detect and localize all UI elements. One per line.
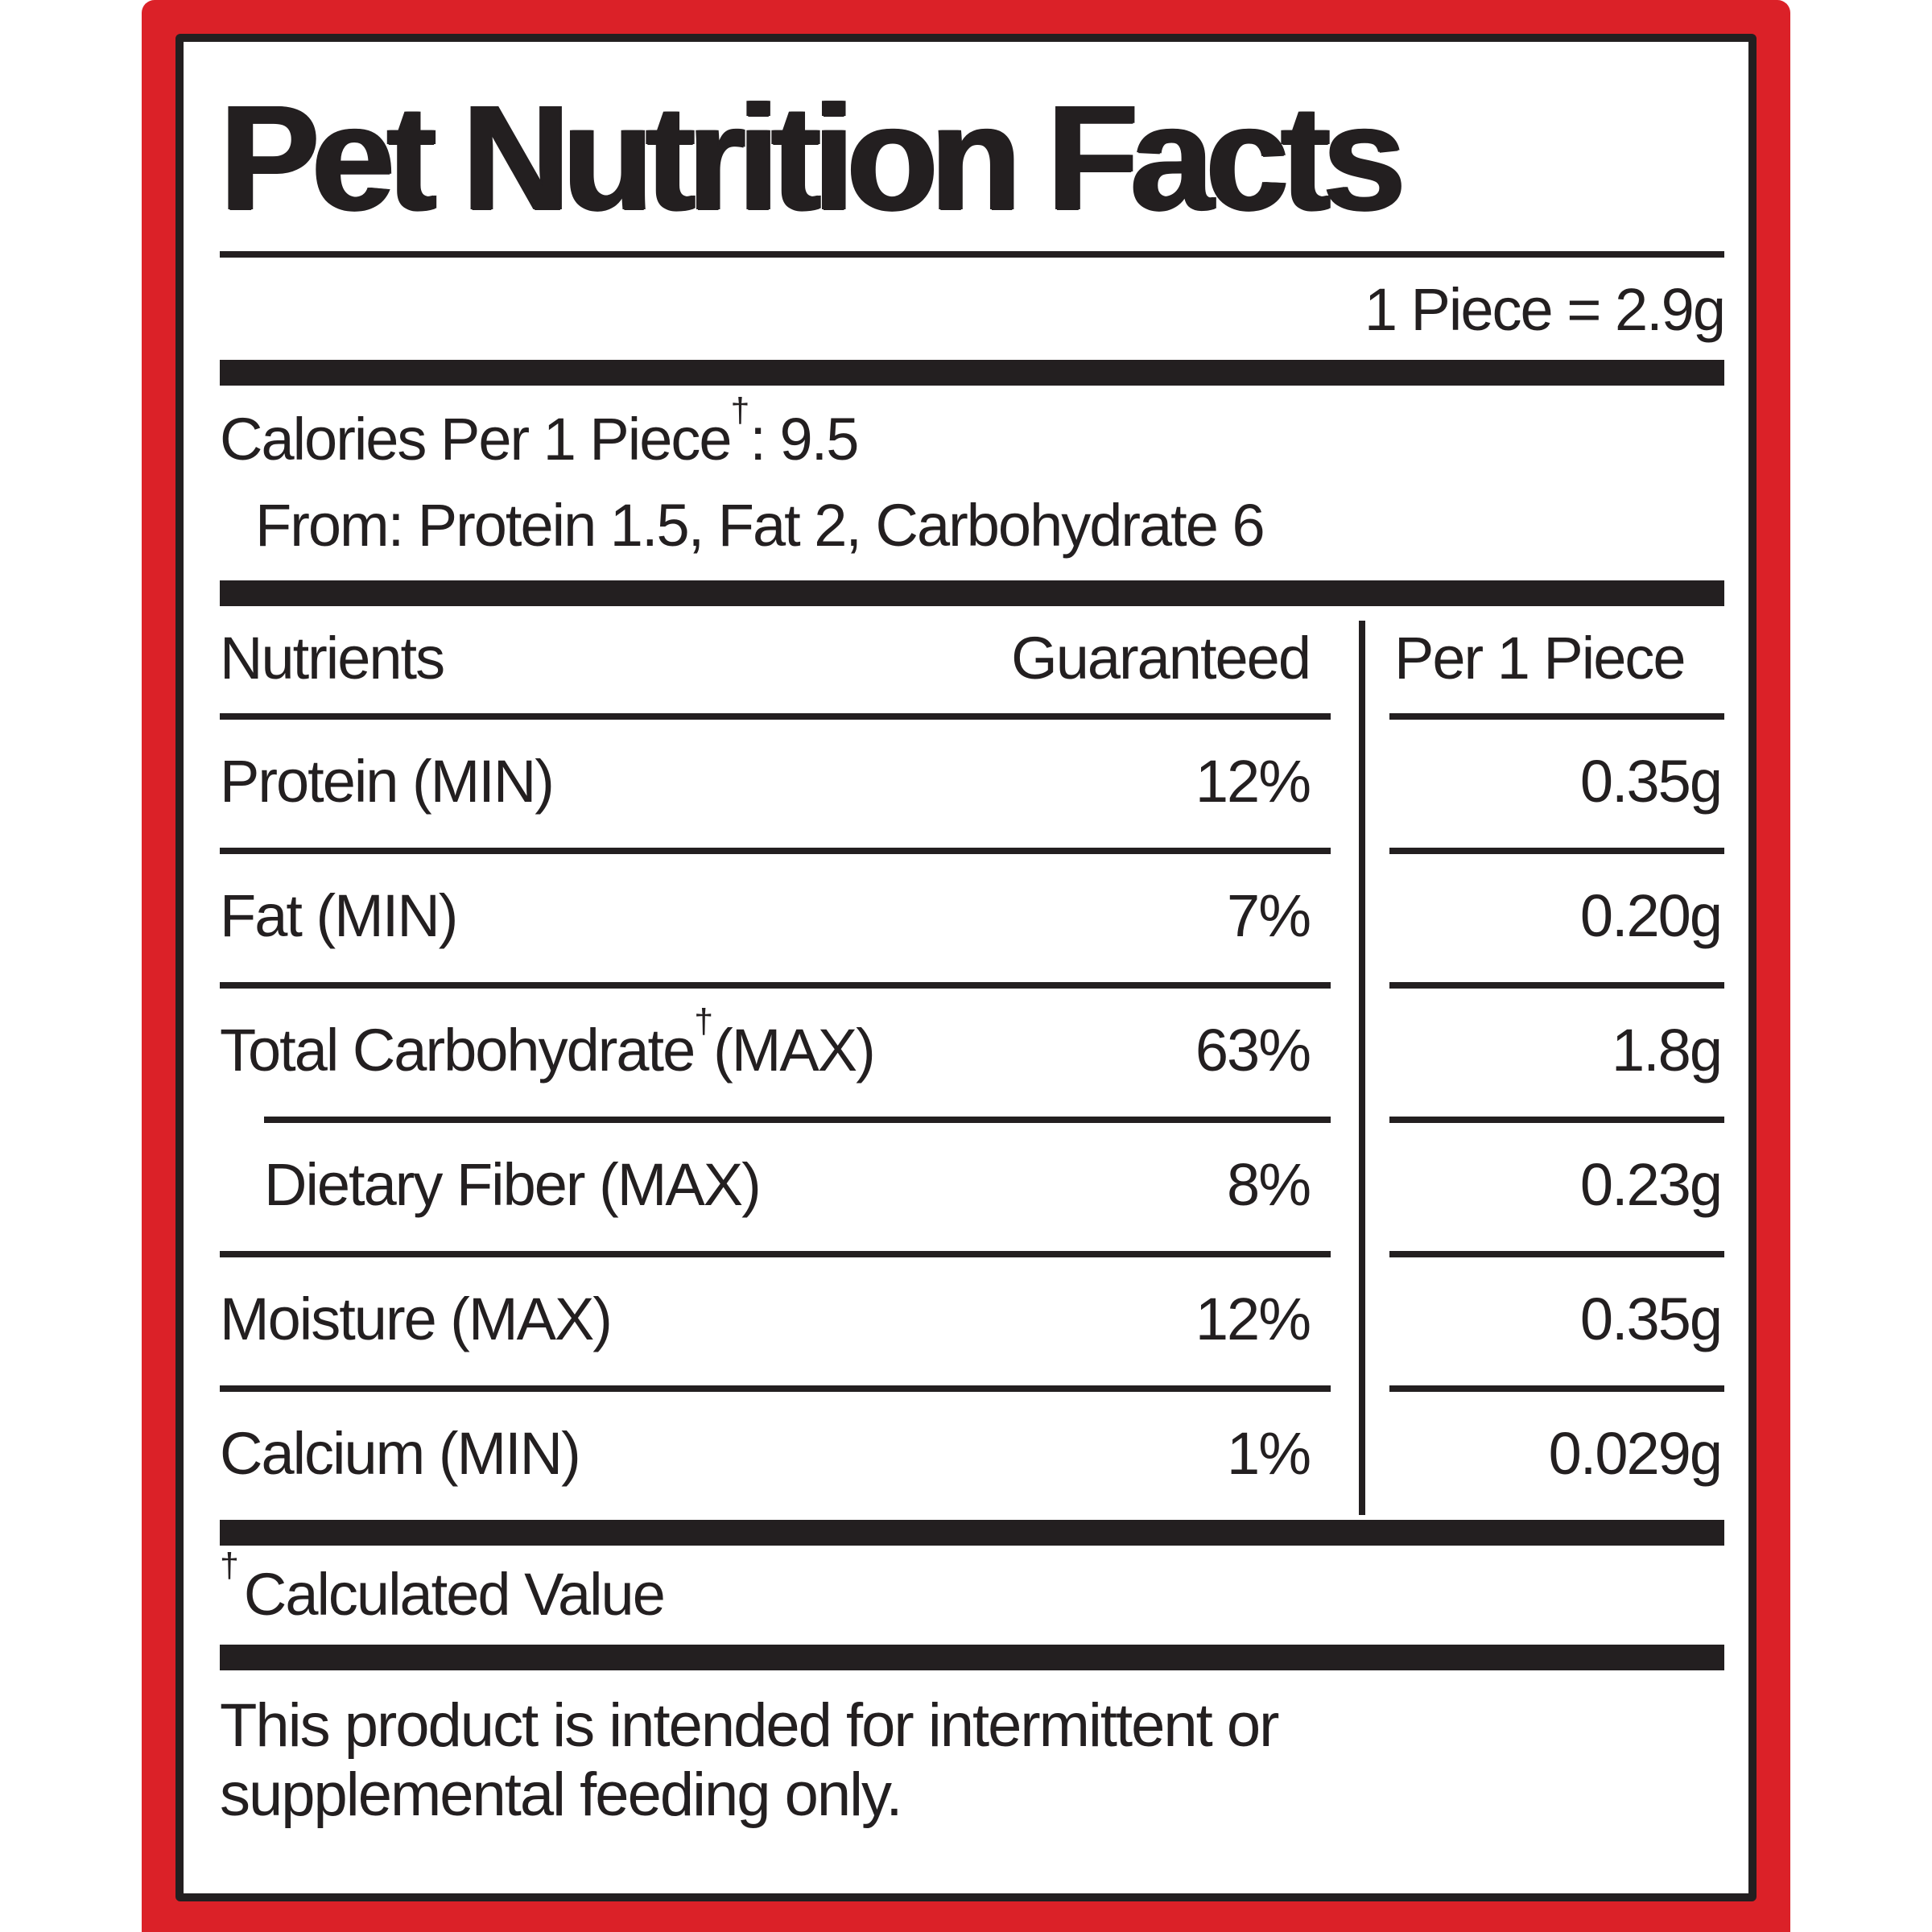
row-rule	[220, 1385, 1724, 1392]
nutrient-name-suffix: (MAX)	[713, 1016, 876, 1084]
row-left-cell: Protein (MIN) 12%	[220, 747, 1331, 815]
nutrient-name-text: Calcium (MIN)	[220, 1419, 581, 1487]
header-rule	[220, 712, 1724, 720]
row-left-cell: Fat (MIN) 7%	[220, 881, 1331, 950]
dagger-icon: †	[730, 391, 750, 431]
table-row: Total Carbohydrate†(MAX) 63% 1.8g	[220, 989, 1724, 1117]
table-row: Moisture (MAX) 12% 0.35g	[220, 1257, 1724, 1385]
nutrient-name: Total Carbohydrate†(MAX)	[220, 1002, 876, 1084]
per-piece-value: 1.8g	[1611, 1016, 1723, 1084]
per-piece-value: 0.23g	[1579, 1150, 1723, 1218]
nutrient-name-text: Total Carbohydrate	[220, 1016, 696, 1084]
row-left-cell: Dietary Fiber (MAX) 8%	[220, 1150, 1331, 1219]
row-rule-right	[1389, 847, 1724, 854]
col-header-nutrients: Nutrients	[220, 624, 445, 691]
nutrient-name: Calcium (MIN)	[220, 1419, 581, 1488]
nutrient-name: Fat (MIN)	[220, 881, 458, 950]
table-row: Dietary Fiber (MAX) 8% 0.23g	[220, 1123, 1724, 1251]
nutrient-rows: Protein (MIN) 12% 0.35g Fat (MIN) 7% 0.20g Tot…	[220, 720, 1724, 1520]
row-rule-left	[220, 1250, 1331, 1257]
calories-line-value: : 9.5	[749, 405, 859, 473]
feeding-note-line-1: This product is intended for intermitten…	[220, 1690, 1279, 1760]
footnote-dagger-icon: †	[220, 1546, 239, 1586]
nutrient-name-text: Moisture (MAX)	[220, 1285, 613, 1352]
guaranteed-value: 12%	[1195, 747, 1311, 815]
row-rule-right	[1389, 981, 1724, 989]
row-left-cell: Total Carbohydrate†(MAX) 63%	[220, 1002, 1331, 1084]
footnote: †Calculated Value	[220, 1546, 1724, 1629]
nutrient-name-text: Dietary Fiber (MAX)	[264, 1150, 762, 1218]
row-rule-left	[220, 847, 1331, 854]
nutrient-name-text: Protein (MIN)	[220, 747, 555, 815]
row-rule-left	[220, 981, 1331, 989]
row-rule	[220, 981, 1724, 989]
label-content: Pet Nutrition Facts 1 Piece = 2.9g Calor…	[184, 42, 1748, 1829]
row-rule-right	[1389, 1385, 1724, 1392]
row-rule-right	[1389, 1250, 1724, 1257]
nutrients-table: Nutrients Guaranteed Per 1 Piece Protein…	[220, 620, 1724, 1520]
divider-bar-1	[220, 359, 1724, 386]
per-piece-value: 0.35g	[1579, 747, 1723, 815]
guaranteed-value: 63%	[1195, 1016, 1311, 1084]
nutrition-label-panel: Pet Nutrition Facts 1 Piece = 2.9g Calor…	[175, 34, 1757, 1901]
header-rule-left	[220, 712, 1331, 720]
divider-bar-4	[220, 1644, 1724, 1670]
per-piece-value: 0.35g	[1579, 1285, 1723, 1352]
nutrient-name: Protein (MIN)	[220, 747, 555, 815]
calories-from-line: From: Protein 1.5, Fat 2, Carbohydrate 6	[255, 491, 1265, 559]
nutrient-name: Moisture (MAX)	[220, 1285, 613, 1353]
row-rule	[220, 1250, 1724, 1257]
calories-line-text: Calories Per 1 Piece	[220, 405, 733, 473]
feeding-note: This product is intended for intermitten…	[220, 1691, 1724, 1830]
header-left-cell: Nutrients Guaranteed	[220, 624, 1331, 692]
page-title: Pet Nutrition Facts	[220, 75, 1406, 242]
row-left-cell: Calcium (MIN) 1%	[220, 1419, 1331, 1488]
title-rule	[220, 250, 1724, 258]
per-piece-value: 0.20g	[1579, 881, 1723, 949]
row-rule-left	[264, 1116, 1331, 1123]
serving-size-text: 1 Piece = 2.9g	[1364, 275, 1726, 343]
col-header-guaranteed: Guaranteed	[1011, 624, 1311, 691]
row-rule	[220, 847, 1724, 854]
row-rule-left	[220, 1385, 1331, 1392]
red-border-frame: Pet Nutrition Facts 1 Piece = 2.9g Calor…	[142, 0, 1790, 1932]
row-rule-right	[1389, 1116, 1724, 1123]
column-divider-line	[1359, 620, 1365, 1515]
nutrient-name: Dietary Fiber (MAX)	[220, 1150, 762, 1219]
divider-bar-3	[220, 1519, 1724, 1546]
guaranteed-value: 8%	[1227, 1150, 1311, 1218]
divider-bar-2	[220, 580, 1724, 606]
footnote-text: Calculated Value	[243, 1560, 666, 1628]
table-row: Fat (MIN) 7% 0.20g	[220, 854, 1724, 982]
table-row: Protein (MIN) 12% 0.35g	[220, 720, 1724, 848]
feeding-note-line-2: supplemental feeding only.	[220, 1760, 903, 1829]
calories-line: Calories Per 1 Piece†: 9.5	[220, 391, 1724, 473]
dagger-icon: †	[694, 1002, 714, 1042]
guaranteed-value: 7%	[1227, 881, 1311, 949]
per-piece-value: 0.029g	[1548, 1419, 1723, 1487]
guaranteed-value: 12%	[1195, 1285, 1311, 1352]
table-row: Calcium (MIN) 1% 0.029g	[220, 1392, 1724, 1520]
row-rule	[220, 1116, 1724, 1123]
header-rule-right	[1389, 712, 1724, 720]
col-header-per-piece: Per 1 Piece	[1394, 624, 1686, 691]
table-header-row: Nutrients Guaranteed Per 1 Piece	[220, 621, 1724, 713]
nutrient-name-text: Fat (MIN)	[220, 881, 458, 949]
guaranteed-value: 1%	[1227, 1419, 1311, 1487]
row-left-cell: Moisture (MAX) 12%	[220, 1285, 1331, 1353]
